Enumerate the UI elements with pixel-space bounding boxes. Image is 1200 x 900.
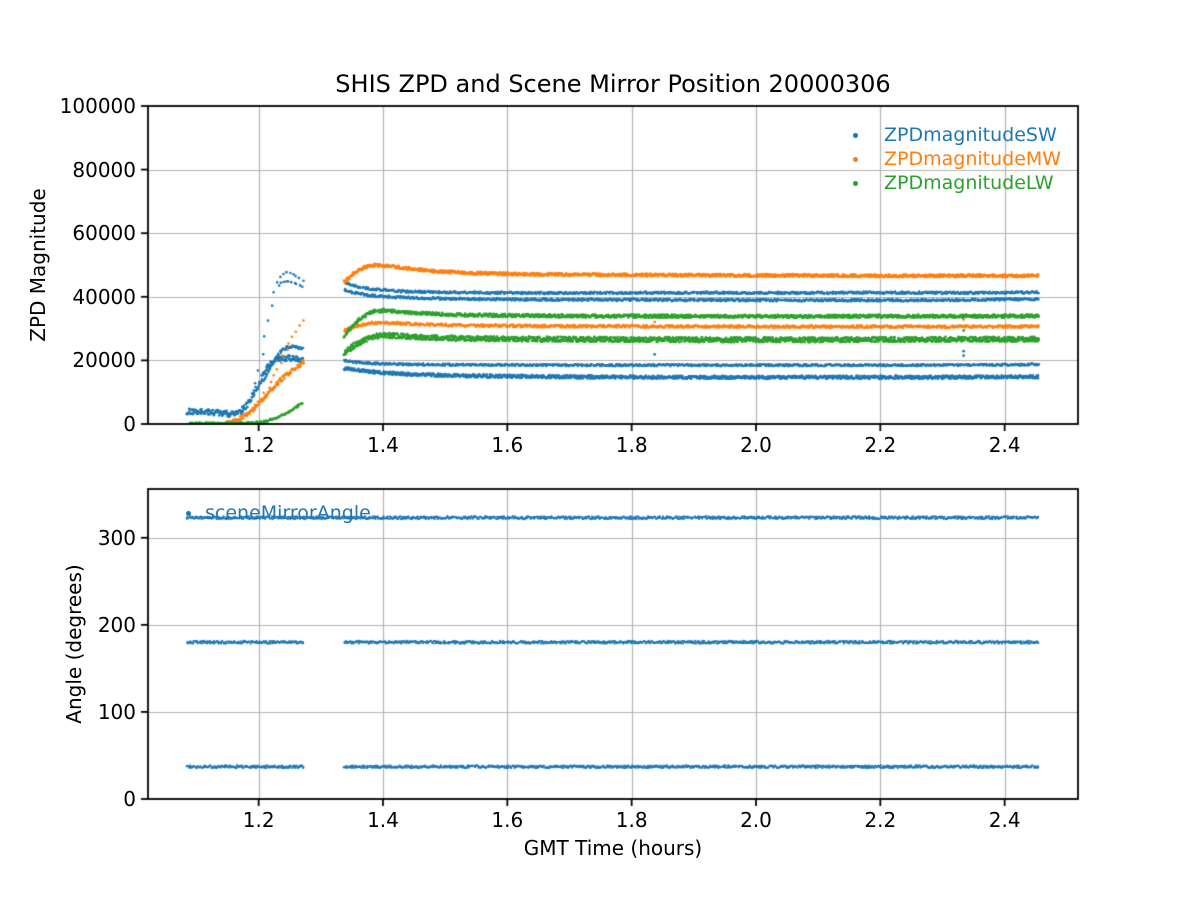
y-tick-label: 300: [97, 525, 136, 550]
y-tick-label: 0: [123, 787, 136, 811]
x-tick-label: 1.8: [615, 808, 648, 832]
y-tick-label: 0: [123, 412, 136, 436]
x-tick-label: 1.6: [491, 433, 524, 457]
x-tick-label: 1.2: [242, 808, 275, 832]
legend-label: ZPDmagnitudeMW: [884, 148, 1062, 170]
x-tick-label: 2.4: [988, 808, 1021, 832]
y-tick-label: 80000: [72, 157, 136, 182]
legend-marker-icon: [853, 180, 858, 186]
y-tick-label: 100: [97, 699, 136, 724]
y-tick-label: 60000: [72, 221, 136, 246]
legend-label: ZPDmagnitudeLW: [884, 172, 1054, 194]
legend-item-zpd-lw: ZPDmagnitudeLW: [845, 171, 1061, 195]
legend-marker-icon: [186, 510, 191, 516]
x-tick-label: 1.6: [491, 808, 524, 832]
scene-mirror-legend: sceneMirrorAngle: [182, 501, 371, 525]
x-tick-label: 2.0: [740, 433, 772, 457]
x-tick-label: 1.2: [242, 433, 275, 457]
legend-marker-icon: [853, 132, 858, 138]
legend-label: ZPDmagnitudeSW: [884, 124, 1057, 146]
legend-marker-icon: [853, 156, 858, 162]
legend-item-zpd-mw: ZPDmagnitudeMW: [845, 147, 1061, 171]
x-axis-label: GMT Time (hours): [523, 836, 703, 860]
x-tick-label: 1.8: [615, 433, 648, 457]
x-tick-label: 1.4: [367, 433, 399, 457]
top-y-axis-label: ZPD Magnitude: [26, 188, 50, 342]
zpd-legend: ZPDmagnitudeSW ZPDmagnitudeMW ZPDmagnitu…: [845, 123, 1061, 195]
y-tick-label: 20000: [72, 348, 136, 373]
y-tick-label: 200: [97, 612, 136, 637]
chart-title: SHIS ZPD and Scene Mirror Position 20000…: [335, 70, 891, 98]
legend-label: sceneMirrorAngle: [205, 502, 371, 524]
x-tick-label: 2.4: [988, 433, 1021, 457]
x-tick-label: 1.4: [367, 808, 399, 832]
x-tick-label: 2.2: [864, 433, 897, 457]
y-tick-label: 40000: [72, 284, 136, 309]
y-tick-label: 100000: [59, 94, 136, 118]
legend-item-zpd-sw: ZPDmagnitudeSW: [845, 123, 1061, 147]
legend-item-scene-mirror-angle: sceneMirrorAngle: [182, 501, 371, 525]
x-tick-label: 2.0: [740, 808, 772, 832]
x-tick-label: 2.2: [864, 808, 897, 832]
